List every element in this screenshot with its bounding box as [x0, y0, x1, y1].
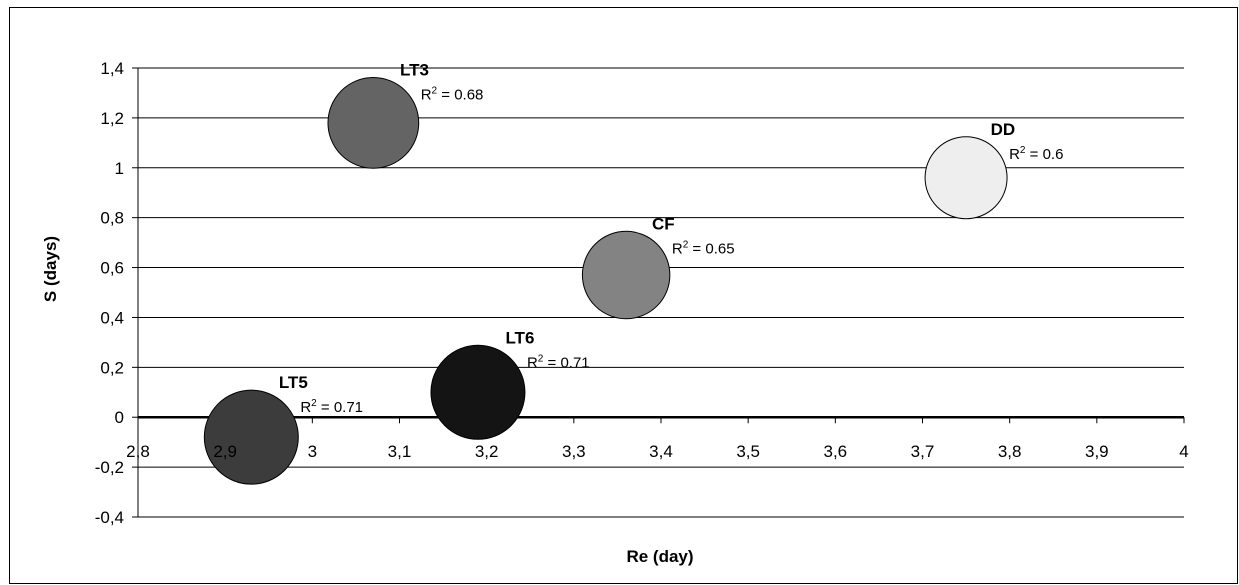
bubble-cf	[581, 230, 671, 320]
bubble-r2-lt6: R2 = 0.71	[527, 353, 590, 371]
bubble-label-dd: DD	[991, 120, 1016, 139]
x-tick-label: 3,6	[824, 442, 848, 461]
bubble-lt5	[203, 389, 299, 485]
x-tick-label: 3,1	[388, 442, 412, 461]
bubble-label-lt6: LT6	[505, 328, 534, 347]
y-tick-label: 0,4	[100, 308, 124, 327]
bubble-label-cf: CF	[652, 214, 675, 233]
y-tick-label: 1,2	[100, 109, 124, 128]
x-tick-label: 3,7	[911, 442, 935, 461]
x-tick-label: 3,9	[1085, 442, 1109, 461]
y-tick-label: 0,2	[100, 358, 124, 377]
gridlines	[138, 67, 1184, 518]
bubble-r2-cf: R2 = 0.65	[672, 239, 735, 257]
bubbles	[203, 77, 1008, 485]
bubble-lt6	[430, 344, 526, 440]
bubble-lt3	[327, 77, 420, 169]
x-axis-title: Re (day)	[626, 547, 693, 566]
x-tick-label: 3	[308, 442, 317, 461]
y-tick-label: 1,4	[100, 59, 124, 78]
y-tick-label: 0,6	[100, 259, 124, 278]
bubble-r2-dd: R2 = 0.6	[1009, 145, 1063, 163]
x-tick-label: 3,5	[736, 442, 760, 461]
bubble-dd	[924, 136, 1008, 220]
x-tick-label: 3,2	[475, 442, 499, 461]
x-tick-label: 2,8	[126, 442, 150, 461]
bubble-r2-lt3: R2 = 0.68	[421, 86, 484, 104]
y-tick-label: 1	[115, 159, 124, 178]
x-tick-label: 3,3	[562, 442, 586, 461]
x-tick-label: 4	[1179, 442, 1188, 461]
x-tick-label: 2,9	[213, 442, 237, 461]
y-tick-label: 0,8	[100, 209, 124, 228]
x-tick-label: 3,8	[998, 442, 1022, 461]
y-tick-label: 0	[115, 408, 124, 427]
bubble-label-lt3: LT3	[400, 61, 429, 80]
y-tick-label: -0,2	[95, 458, 124, 477]
y-tick-label: -0,4	[95, 508, 124, 527]
bubble-labels: LT3 R2 = 0.68 DD R2 = 0.6 CF R2 = 0.65 LT6 R2 =…	[126, 61, 1189, 462]
bubble-r2-lt5: R2 = 0.71	[300, 398, 363, 416]
bubble-label-lt5: LT5	[279, 373, 308, 392]
y-axis-title: S (days)	[41, 236, 60, 302]
x-tick-label: 3,4	[649, 442, 673, 461]
axes: -0,4 -0,2 0 0,2 0,4 0,6 0,8 1 1,2 1,4	[95, 59, 1185, 527]
